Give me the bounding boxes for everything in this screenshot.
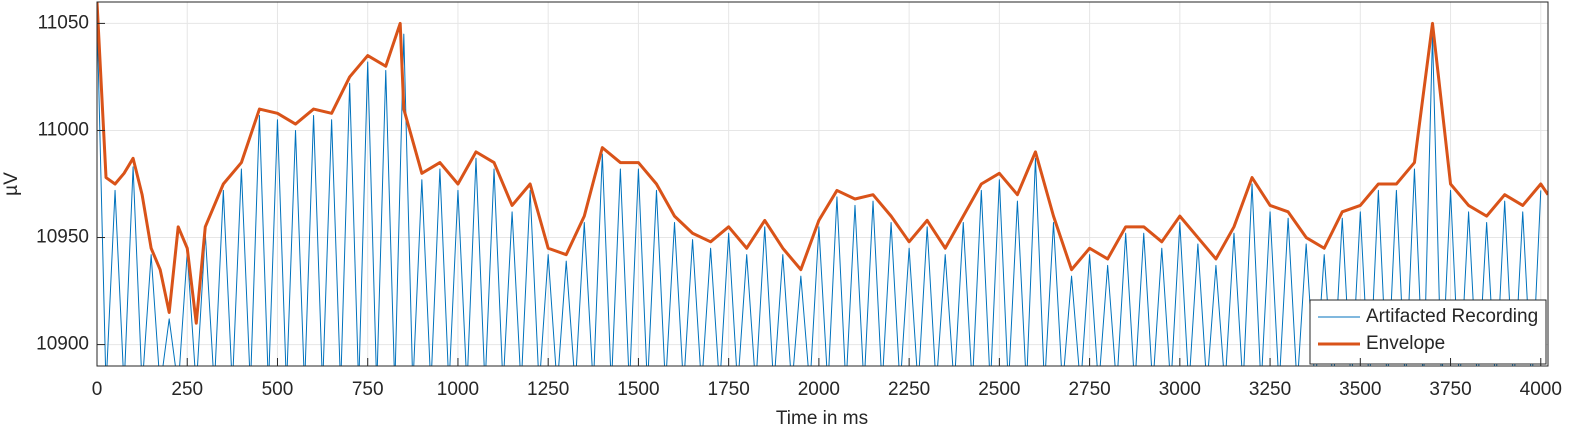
x-tick-label: 3000 [1159,379,1201,400]
plot-area [97,2,1548,366]
y-tick-label: 10900 [36,334,89,355]
x-tick-label: 1000 [437,379,479,400]
legend-label: Artifacted Recording [1366,306,1538,327]
y-tick-label: 10950 [36,227,89,248]
series-line [97,12,1542,366]
legend-box [1309,299,1547,365]
series-line [97,2,1548,325]
x-tick-label: 2250 [888,379,930,400]
x-tick-label: 750 [352,379,384,400]
x-tick-label: 500 [262,379,294,400]
x-axis-label: Time in ms [776,408,868,429]
x-tick-label: 4000 [1520,379,1562,400]
axes-box [96,1,1549,367]
x-tick-label: 3250 [1249,379,1291,400]
x-tick-label: 1500 [617,379,659,400]
y-tick-label: 11050 [38,12,89,33]
y-tick-label: 11000 [38,119,89,140]
x-tick-label: 250 [171,379,203,400]
x-tick-label: 3750 [1429,379,1471,400]
x-tick-label: 2750 [1068,379,1110,400]
x-tick-label: 1250 [527,379,569,400]
legend-label: Envelope [1366,333,1445,354]
x-tick-label: 0 [92,379,103,400]
x-tick-label: 2500 [978,379,1020,400]
y-axis-label: µV [1,172,22,196]
x-tick-label: 1750 [708,379,750,400]
x-tick-label: 3500 [1339,379,1381,400]
x-tick-label: 2000 [798,379,840,400]
